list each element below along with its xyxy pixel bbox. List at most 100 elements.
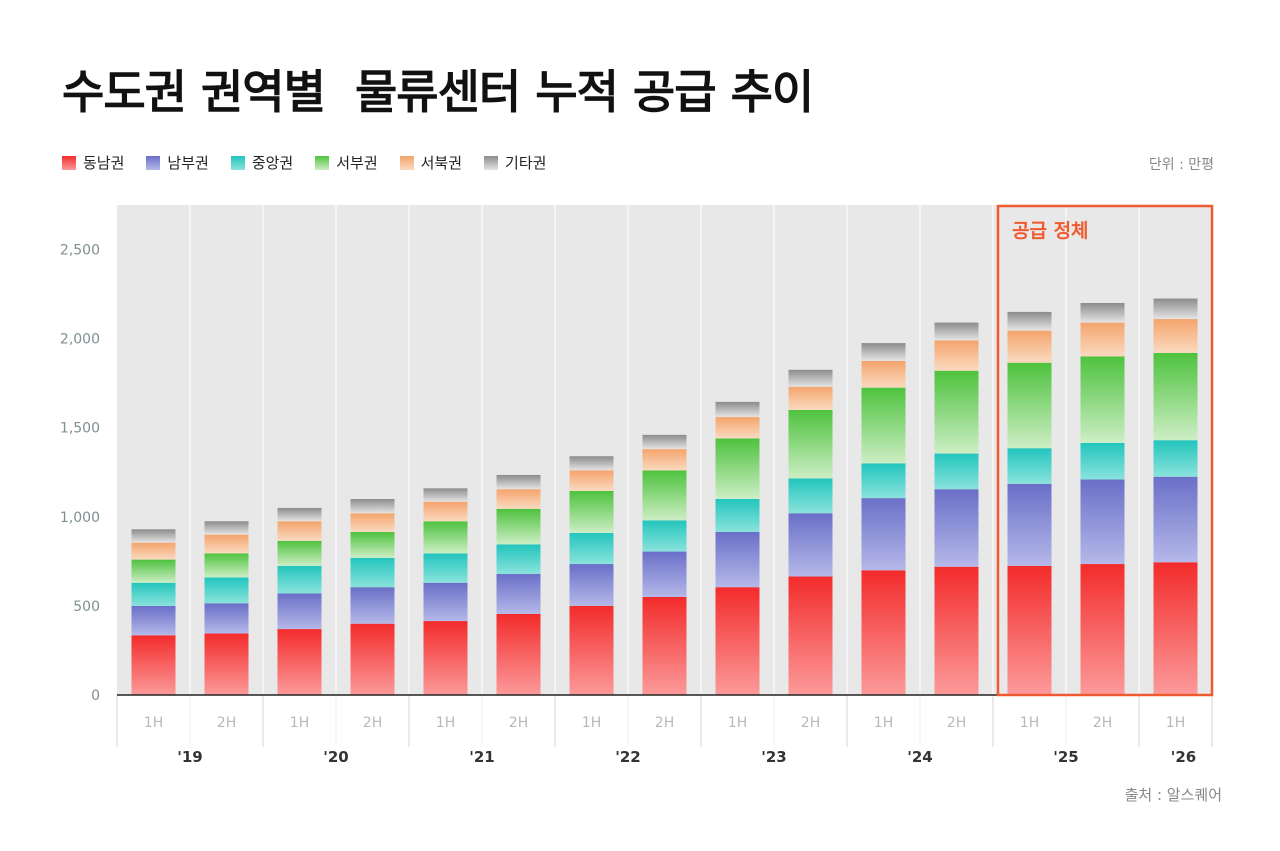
legend-item: 남부권 xyxy=(146,152,209,173)
bar-stack xyxy=(277,507,322,695)
year-label: '19 xyxy=(177,748,202,766)
y-tick-label: 2,500 xyxy=(60,243,100,259)
legend: 동남권 남부권 중앙권 서부권 서북권 기타권 xyxy=(62,152,546,173)
bar-stack xyxy=(350,499,395,695)
legend-label: 동남권 xyxy=(83,154,125,172)
annotation-label: 공급 정체 xyxy=(1012,220,1089,242)
bar-segment xyxy=(496,613,541,695)
bar-stack xyxy=(1007,311,1052,695)
legend-label: 중앙권 xyxy=(251,154,294,172)
bar-segment xyxy=(350,623,395,695)
bar-stack xyxy=(496,474,541,695)
bar-segment xyxy=(934,370,979,454)
bar-stack xyxy=(861,343,906,695)
year-label: '20 xyxy=(323,748,348,766)
bar-segment xyxy=(131,559,176,583)
bar-segment xyxy=(204,633,249,695)
legend-item: 기타권 xyxy=(484,152,546,173)
bar-segment xyxy=(1080,303,1125,323)
bar-segment xyxy=(715,499,760,532)
bar-segment xyxy=(204,603,249,634)
bar-segment xyxy=(423,582,468,622)
x-tick-label: 2H xyxy=(363,715,382,731)
x-tick-label: 2H xyxy=(655,715,674,731)
bar-segment xyxy=(131,635,176,695)
bar-segment xyxy=(788,409,833,479)
bar-segment xyxy=(934,453,979,490)
source-label: 출처 : 알스퀘어 xyxy=(1124,786,1222,804)
bar-segment xyxy=(1007,448,1052,484)
y-tick-label: 1,500 xyxy=(60,421,100,437)
bar-segment xyxy=(715,417,760,439)
legend-swatch xyxy=(146,155,161,170)
year-label: '21 xyxy=(469,748,494,766)
bar-segment xyxy=(715,438,760,499)
bar-segment xyxy=(204,534,249,554)
bar-segment xyxy=(1007,311,1052,331)
bar-segment xyxy=(788,369,833,387)
legend-swatch xyxy=(315,155,330,170)
x-tick-label: 2H xyxy=(217,715,236,731)
bar-segment xyxy=(569,564,614,606)
x-tick-label: 1H xyxy=(582,715,601,731)
x-tick-label: 1H xyxy=(1020,715,1039,731)
bar-segment xyxy=(1153,562,1198,695)
bar-segment xyxy=(131,582,176,606)
bar-segment xyxy=(423,488,468,502)
bar-segment xyxy=(1080,356,1125,443)
bar-segment xyxy=(1153,319,1198,353)
legend-swatch xyxy=(484,155,499,170)
bar-stack xyxy=(715,401,760,695)
bar-segment xyxy=(934,566,979,695)
bar-segment xyxy=(496,573,541,614)
x-tick-label: 2H xyxy=(801,715,820,731)
bar-segment xyxy=(131,605,176,636)
bar-segment xyxy=(277,521,322,541)
year-label: '24 xyxy=(907,748,932,766)
bar-segment xyxy=(1153,298,1198,320)
bar-segment xyxy=(934,322,979,341)
bar-segment xyxy=(788,513,833,577)
bar-segment xyxy=(277,507,322,522)
bar-segment xyxy=(277,565,322,594)
x-tick-label: 1H xyxy=(874,715,893,731)
bar-segment xyxy=(1007,565,1052,695)
x-tick-label: 1H xyxy=(436,715,455,731)
bar-segment xyxy=(788,576,833,695)
bar-segment xyxy=(350,513,395,532)
legend-item: 중앙권 xyxy=(230,152,294,173)
bar-segment xyxy=(350,531,395,558)
bar-segment xyxy=(350,499,395,514)
bar-segment xyxy=(423,521,468,554)
bar-segment xyxy=(496,489,541,509)
bar-segment xyxy=(569,470,614,491)
legend-label: 서북권 xyxy=(420,154,463,172)
legend-swatch xyxy=(399,155,414,170)
legend-item: 동남권 xyxy=(62,152,124,173)
bar-segment xyxy=(642,434,687,450)
bar-segment xyxy=(715,587,760,695)
bar-stack xyxy=(788,369,833,695)
y-tick-label: 1,000 xyxy=(60,510,100,526)
bar-segment xyxy=(934,340,979,371)
bar-segment xyxy=(1080,479,1125,565)
bar-segment xyxy=(642,551,687,597)
bar-segment xyxy=(569,456,614,471)
bar-segment xyxy=(861,498,906,571)
bar-segment xyxy=(642,520,687,552)
bar-segment xyxy=(277,540,322,566)
x-tick-label: 2H xyxy=(1093,715,1112,731)
bar-segment xyxy=(423,621,468,695)
bar-segment xyxy=(423,553,468,583)
legend-label: 서부권 xyxy=(336,154,378,172)
legend-swatch xyxy=(230,155,245,170)
bar-segment xyxy=(861,570,906,695)
bar-segment xyxy=(1080,442,1125,480)
bar-segment xyxy=(715,401,760,418)
bar-segment xyxy=(1080,322,1125,357)
bar-segment xyxy=(204,521,249,535)
bar-segment xyxy=(131,542,176,560)
bar-stack xyxy=(934,322,979,695)
bar-segment xyxy=(350,557,395,588)
